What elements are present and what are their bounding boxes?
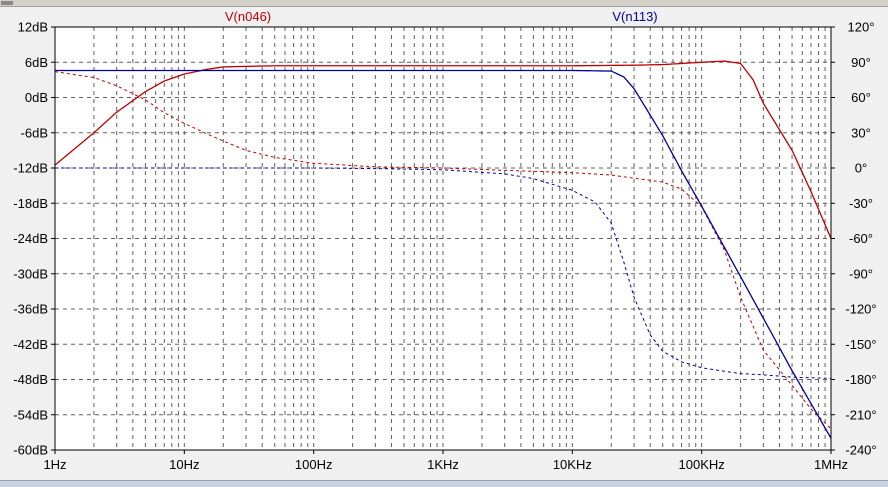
y-left-tick-label: -60dB bbox=[13, 443, 48, 458]
y-right-tick-label: -120° bbox=[845, 302, 876, 317]
y-right-tick-label: -60° bbox=[849, 231, 873, 246]
x-tick-label: 10Hz bbox=[169, 457, 199, 472]
trace-label-2: V(n113) bbox=[612, 9, 657, 24]
y-right-tick-label: -240° bbox=[845, 443, 876, 458]
y-right-tick-label: 90° bbox=[851, 55, 871, 70]
y-right-tick-label: -90° bbox=[849, 266, 873, 281]
y-left-tick-label: 12dB bbox=[18, 20, 48, 35]
y-left-tick-label: -18dB bbox=[13, 196, 48, 211]
y-left-tick-label: -6dB bbox=[21, 125, 48, 140]
x-tick-label: 1KHz bbox=[427, 457, 459, 472]
x-tick-label: 100KHz bbox=[679, 457, 725, 472]
grid-lines bbox=[55, 27, 831, 450]
y-left-tick-label: -54dB bbox=[13, 407, 48, 422]
y-right-tick-label: -180° bbox=[845, 372, 876, 387]
y-left-tick-label: 0dB bbox=[25, 90, 48, 105]
y-left-tick-label: 6dB bbox=[25, 55, 48, 70]
traces bbox=[54, 60, 832, 439]
trace-labels: V(n046) V(n113) bbox=[225, 9, 658, 24]
y-right-tick-label: 60° bbox=[851, 90, 871, 105]
plot-border bbox=[54, 26, 832, 451]
x-tick-label: 1MHz bbox=[814, 457, 848, 472]
y-right-tick-label: -210° bbox=[845, 407, 876, 422]
y-left-tick-label: -48dB bbox=[13, 372, 48, 387]
y-right-tick-label: 0° bbox=[855, 161, 867, 176]
drag-grip-icon[interactable] bbox=[0, 0, 30, 6]
y-left-tick-label: -36dB bbox=[13, 302, 48, 317]
y-left-tick-label: -42dB bbox=[13, 337, 48, 352]
y-left-tick-label: -24dB bbox=[13, 231, 48, 246]
x-tick-label: 10KHz bbox=[553, 457, 592, 472]
y-right-tick-label: 30° bbox=[851, 125, 871, 140]
y-left-tick-label: -12dB bbox=[13, 161, 48, 176]
y-right-tick-label: -30° bbox=[849, 196, 873, 211]
phase-trace-2 bbox=[55, 167, 832, 379]
trace-label-1: V(n046) bbox=[225, 9, 271, 24]
window-top-strip bbox=[0, 0, 888, 7]
x-tick-label: 1Hz bbox=[43, 457, 66, 472]
tick-labels: 12dB 6dB 0dB -6dB -12dB -18dB -24dB -30dB -36dB -… bbox=[13, 20, 876, 473]
x-tick-label: 100Hz bbox=[295, 457, 333, 472]
window-bottom-strip bbox=[0, 480, 888, 487]
y-right-tick-label: 120° bbox=[848, 20, 875, 35]
y-left-tick-label: -30dB bbox=[13, 266, 48, 281]
y-right-tick-label: -150° bbox=[845, 337, 876, 352]
magnitude-trace-1 bbox=[54, 60, 832, 239]
magnitude-trace-2 bbox=[55, 69, 832, 439]
